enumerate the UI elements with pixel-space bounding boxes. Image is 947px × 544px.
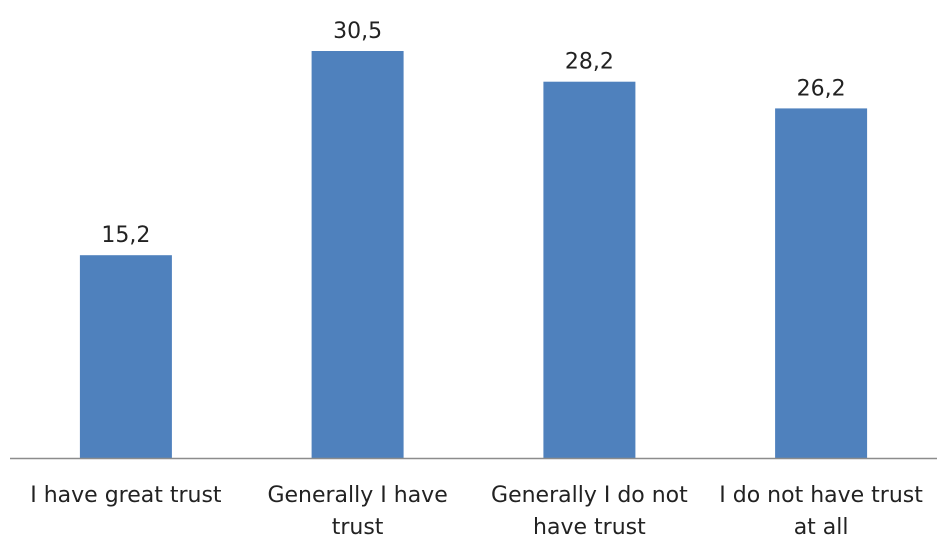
- bar-2: [311, 51, 404, 458]
- bar-4: [775, 108, 868, 459]
- category-label-line: trust: [332, 515, 384, 540]
- value-label-3: 28,2: [565, 50, 614, 75]
- category-label-line: I have great trust: [30, 483, 222, 508]
- category-label-3: Generally I do not have trust: [491, 483, 688, 540]
- category-label-line: Generally I do not: [491, 483, 688, 508]
- category-labels-group: I have great trust Generally I have trustG…: [30, 483, 923, 540]
- value-label-4: 26,2: [797, 76, 846, 101]
- category-label-4: I do not have trust at all: [719, 483, 923, 540]
- category-label-line: have trust: [533, 515, 646, 540]
- bars-group: [79, 51, 868, 459]
- bar-1: [79, 255, 172, 458]
- value-labels-group: 15,2 30,5 28,2 26,2: [101, 19, 845, 248]
- value-label-1: 15,2: [101, 223, 150, 248]
- category-label-line: Generally I have: [267, 483, 447, 508]
- category-label-line: at all: [794, 515, 849, 540]
- category-label-line: I do not have trust: [719, 483, 923, 508]
- category-label-2: Generally I have trust: [267, 483, 447, 540]
- value-label-2: 30,5: [333, 19, 382, 44]
- category-label-1: I have great trust: [30, 483, 222, 508]
- bar-3: [543, 81, 636, 458]
